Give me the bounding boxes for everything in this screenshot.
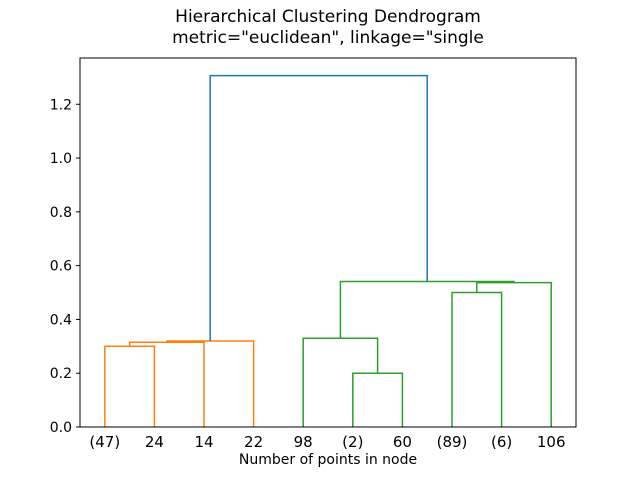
x-tick-label: (2) <box>342 433 363 451</box>
axes-spines <box>79 57 577 428</box>
x-tick-label: 22 <box>244 433 263 451</box>
x-tick-label: (89) <box>437 433 468 451</box>
dendrogram-link <box>352 372 404 427</box>
x-tick-label: (47) <box>89 433 120 451</box>
dendrogram-link <box>476 281 552 427</box>
y-tick-label: 0.6 <box>50 259 72 275</box>
dendrogram-link <box>302 337 379 427</box>
y-tick-label: 1.2 <box>50 97 72 113</box>
dendrogram-link <box>209 74 428 341</box>
x-tick-label: 60 <box>393 433 412 451</box>
y-tick-label: 1.0 <box>50 151 72 167</box>
x-tick-label: (6) <box>491 433 512 451</box>
y-tick-label: 0.4 <box>50 312 72 328</box>
chart-title-block: Hierarchical Clustering Dendrogram metri… <box>80 7 576 49</box>
x-tick-label: 24 <box>145 433 164 451</box>
x-tick-label: 106 <box>537 433 566 451</box>
y-tick-label: 0.2 <box>50 366 72 382</box>
chart-subtitle: metric="euclidean", linkage="single <box>172 28 484 48</box>
dendrogram-link <box>166 340 255 427</box>
y-tick-label: 0.0 <box>50 420 72 436</box>
dendrogram-link <box>339 280 515 339</box>
x-axis-label: Number of points in node <box>238 452 418 468</box>
x-tick-label: 14 <box>194 433 213 451</box>
x-tick-label: 98 <box>294 433 313 451</box>
y-tick-label: 0.8 <box>50 205 72 221</box>
dendrogram-link <box>128 341 205 427</box>
chart-title: Hierarchical Clustering Dendrogram <box>175 7 481 27</box>
dendrogram-link <box>104 345 156 427</box>
dendrogram-link <box>451 291 503 427</box>
